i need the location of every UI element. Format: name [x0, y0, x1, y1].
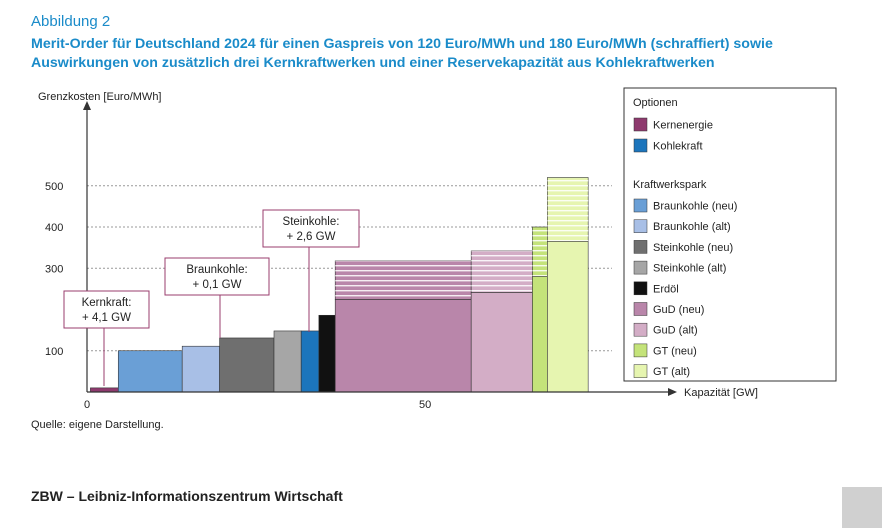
bar-gt-alt — [547, 241, 589, 393]
legend-swatch-gud-neu — [633, 302, 648, 316]
figure-title-line2: Auswirkungen von zusätzlich drei Kernkra… — [31, 55, 715, 71]
bar-erdoel — [318, 314, 336, 393]
figure-label: Abbildung 2 — [31, 13, 111, 30]
legend-swatch-gt-alt — [633, 364, 648, 378]
legend-label-gt-alt: GT (alt) — [653, 366, 690, 378]
annotation-line1: Steinkohle: — [283, 216, 340, 228]
x-axis-label: Kapazität [GW] — [684, 387, 758, 399]
source-note: Quelle: eigene Darstellung. — [31, 419, 164, 431]
legend-swatch-kohlekraft — [633, 138, 648, 153]
legend-header-options: Optionen — [633, 97, 678, 109]
x-tick-label-0: 0 — [84, 399, 90, 411]
annotations-group: Kernkraft: + 4,1 GW Braunkohle: + 0,1 GW Ste… — [63, 209, 360, 386]
legend-swatch-braunkohle-neu — [633, 198, 648, 213]
legend-label-gud-alt: GuD (alt) — [653, 325, 698, 337]
y-tick-label-400: 400 — [45, 222, 63, 234]
bar-gud-alt-hatched-pattern — [471, 250, 533, 293]
y-tick-label-100: 100 — [45, 346, 63, 358]
bar-gud-neu — [334, 299, 472, 393]
legend-label-braunkohle-alt: Braunkohle (alt) — [653, 221, 731, 233]
legend-label-gt-neu: GT (neu) — [653, 345, 697, 357]
bar-kernenergie — [90, 387, 119, 393]
legend-label-steinkohle-neu: Steinkohle (neu) — [653, 242, 733, 254]
y-tick-label-500: 500 — [45, 181, 63, 193]
annotation-box — [262, 209, 360, 248]
annotation-line1: Braunkohle: — [186, 264, 247, 276]
bar-steinkohle-neu — [219, 337, 275, 393]
legend-swatch-steinkohle-alt — [633, 260, 648, 275]
y-axis-label: Grenzkosten [Euro/MWh] — [38, 91, 162, 103]
bar-gt-alt-hatched-pattern — [547, 177, 589, 242]
bar-gud-alt — [470, 292, 533, 393]
x-tick-label-50: 50 — [419, 399, 431, 411]
footer-gray-box — [842, 487, 882, 528]
annotation-3: Steinkohle: + 2,6 GW — [262, 209, 360, 332]
x-axis-arrow — [668, 388, 677, 396]
footer-publisher: ZBW – Leibniz-Informationszentrum Wirtsc… — [31, 488, 343, 504]
y-tick-label-300: 300 — [45, 263, 63, 275]
legend-swatch-braunkohle-alt — [633, 219, 648, 233]
annotation-1: Kernkraft: + 4,1 GW — [63, 290, 150, 386]
annotation-line1: Kernkraft: — [82, 297, 132, 309]
bar-gud-neu-hatched-pattern — [335, 260, 472, 300]
bar-braunkohle-alt — [181, 345, 220, 393]
bar-steinkohle-alt — [273, 330, 302, 393]
bar-gt-neu-hatched-pattern — [532, 227, 548, 277]
bar-braunkohle-neu — [117, 350, 183, 393]
annotation-line2: + 4,1 GW — [82, 312, 131, 324]
legend-label-kernenergie: Kernenergie — [653, 120, 713, 132]
figure-title: Merit-Order für Deutschland 2024 für ein… — [31, 35, 871, 73]
legend-label-steinkohle-alt: Steinkohle (alt) — [653, 263, 726, 275]
legend-swatch-steinkohle-neu — [633, 240, 648, 254]
legend-swatch-gud-alt — [633, 322, 648, 337]
legend-label-gud-neu: GuD (neu) — [653, 304, 704, 316]
legend-swatch-erdoel — [633, 281, 648, 296]
bar-gt-neu — [532, 276, 548, 393]
annotation-2: Braunkohle: + 0,1 GW — [164, 257, 270, 338]
annotation-line2: + 2,6 GW — [287, 231, 336, 243]
annotation-box — [164, 257, 270, 296]
legend-swatch-kernenergie — [633, 117, 648, 132]
legend-label-braunkohle-neu: Braunkohle (neu) — [653, 201, 737, 213]
annotation-line2: + 0,1 GW — [193, 279, 242, 291]
bar-kohlekraft — [300, 330, 320, 393]
legend-frame — [623, 87, 837, 382]
legend-header-kraftwerkspark: Kraftwerkspark — [633, 179, 707, 191]
annotation-box — [63, 290, 150, 329]
legend: Optionen Kernenergie Kohlekraft Kraftwerksp… — [623, 87, 837, 382]
legend-label-kohlekraft: Kohlekraft — [653, 141, 703, 153]
legend-label-erdoel: Erdöl — [653, 283, 679, 295]
legend-swatch-gt-neu — [633, 343, 648, 358]
bars-group — [90, 177, 589, 393]
figure-title-line1: Merit-Order für Deutschland 2024 für ein… — [31, 36, 773, 52]
y-axis-arrow — [83, 101, 91, 110]
